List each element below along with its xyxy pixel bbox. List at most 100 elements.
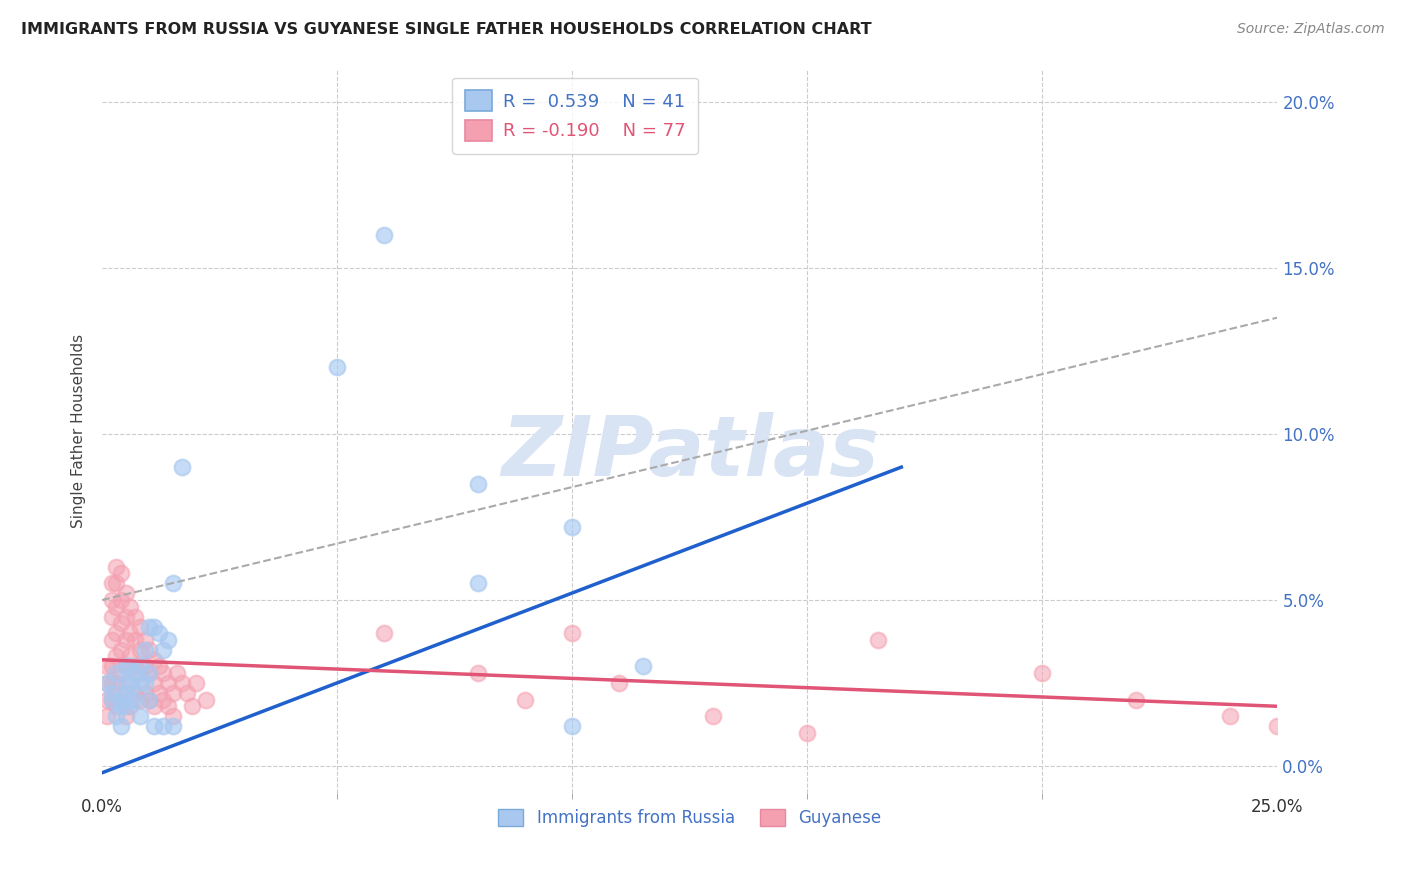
Point	[515, 692, 537, 706]
Point	[114, 686, 136, 700]
Point	[148, 659, 170, 673]
Point	[134, 676, 156, 690]
Point	[110, 642, 132, 657]
Point	[162, 719, 184, 733]
Point	[114, 659, 136, 673]
Point	[110, 699, 132, 714]
Point	[128, 692, 150, 706]
Point	[96, 659, 118, 673]
Point	[110, 566, 132, 581]
Point	[110, 666, 132, 681]
Point	[631, 659, 654, 673]
Point	[96, 676, 118, 690]
Point	[110, 719, 132, 733]
Point	[866, 632, 889, 647]
Point	[702, 709, 724, 723]
Point	[120, 659, 142, 673]
Point	[1267, 719, 1289, 733]
Point	[157, 676, 180, 690]
Point	[124, 659, 146, 673]
Point	[124, 632, 146, 647]
Point	[128, 709, 150, 723]
Point	[120, 699, 142, 714]
Point	[152, 666, 174, 681]
Point	[172, 676, 194, 690]
Point	[176, 686, 198, 700]
Point	[120, 649, 142, 664]
Point	[138, 692, 160, 706]
Point	[142, 676, 165, 690]
Point	[148, 686, 170, 700]
Point	[373, 227, 395, 242]
Text: ZIPatlas: ZIPatlas	[501, 412, 879, 492]
Point	[1125, 692, 1147, 706]
Text: Source: ZipAtlas.com: Source: ZipAtlas.com	[1237, 22, 1385, 37]
Point	[114, 659, 136, 673]
Point	[105, 709, 128, 723]
Point	[124, 666, 146, 681]
Point	[96, 676, 118, 690]
Point	[100, 686, 122, 700]
Point	[105, 559, 128, 574]
Point	[120, 692, 142, 706]
Point	[114, 709, 136, 723]
Point	[1031, 666, 1053, 681]
Point	[162, 576, 184, 591]
Point	[561, 520, 583, 534]
Point	[162, 709, 184, 723]
Point	[134, 642, 156, 657]
Point	[194, 692, 217, 706]
Point	[96, 692, 118, 706]
Point	[105, 666, 128, 681]
Point	[100, 692, 122, 706]
Point	[138, 619, 160, 633]
Point	[100, 659, 122, 673]
Point	[100, 676, 122, 690]
Point	[142, 619, 165, 633]
Point	[128, 659, 150, 673]
Point	[110, 692, 132, 706]
Point	[105, 576, 128, 591]
Point	[128, 676, 150, 690]
Point	[128, 642, 150, 657]
Point	[1219, 709, 1241, 723]
Point	[186, 676, 208, 690]
Point	[105, 626, 128, 640]
Point	[105, 649, 128, 664]
Point	[138, 666, 160, 681]
Point	[114, 632, 136, 647]
Point	[105, 676, 128, 690]
Point	[796, 726, 818, 740]
Point	[180, 699, 202, 714]
Point	[114, 686, 136, 700]
Point	[138, 666, 160, 681]
Point	[120, 676, 142, 690]
Point	[124, 609, 146, 624]
Point	[148, 626, 170, 640]
Point	[561, 626, 583, 640]
Legend: Immigrants from Russia, Guyanese: Immigrants from Russia, Guyanese	[491, 800, 890, 835]
Point	[120, 599, 142, 614]
Point	[110, 593, 132, 607]
Point	[100, 609, 122, 624]
Point	[157, 632, 180, 647]
Point	[100, 576, 122, 591]
Point	[138, 692, 160, 706]
Point	[373, 626, 395, 640]
Point	[96, 709, 118, 723]
Point	[110, 616, 132, 631]
Point	[100, 593, 122, 607]
Point	[105, 699, 128, 714]
Point	[134, 659, 156, 673]
Point	[100, 692, 122, 706]
Point	[114, 676, 136, 690]
Point	[467, 476, 489, 491]
Point	[152, 642, 174, 657]
Point	[326, 360, 349, 375]
Point	[134, 686, 156, 700]
Point	[467, 576, 489, 591]
Point	[134, 632, 156, 647]
Point	[114, 699, 136, 714]
Point	[100, 632, 122, 647]
Point	[128, 619, 150, 633]
